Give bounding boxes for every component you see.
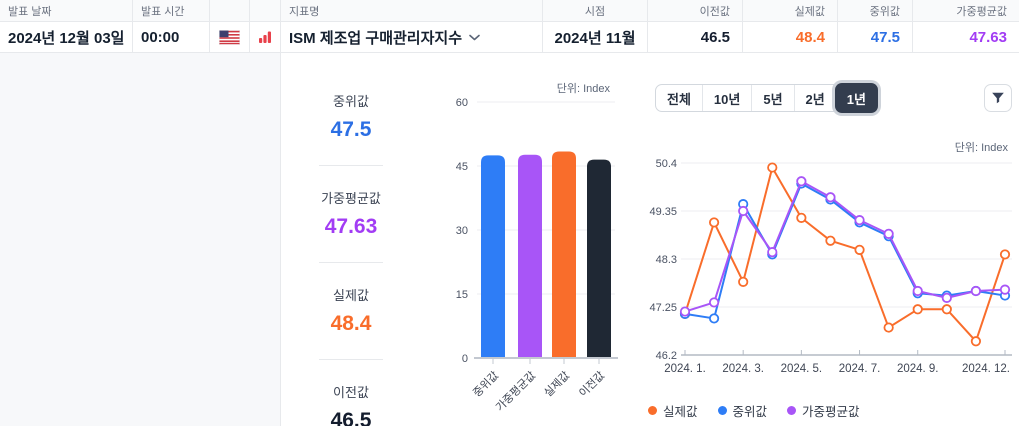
legend-item-actual[interactable]: 실제값 <box>648 401 698 420</box>
importance-cell <box>250 22 281 53</box>
stat-previous: 이전값 46.5 <box>281 382 421 426</box>
divider <box>319 262 383 263</box>
stat-weighted-avg-label: 가중평균값 <box>321 191 381 206</box>
median-value: 47.5 <box>838 22 913 53</box>
svg-text:2024. 7.: 2024. 7. <box>839 363 881 375</box>
previous-value: 46.5 <box>648 22 743 53</box>
bar-chart-unit-label: 단위: Index <box>556 83 610 95</box>
stat-median-label: 중위값 <box>333 94 369 109</box>
line-chart-legend: 실제값 중위값 가중평균값 <box>648 401 860 420</box>
svg-text:가중평균값: 가중평균값 <box>493 369 538 414</box>
col-header-weighted-avg: 가중평균값 <box>913 0 1019 22</box>
indicator-list-panel <box>0 53 281 426</box>
range-button-5y[interactable]: 5년 <box>751 85 793 111</box>
col-header-period: 시점 <box>543 0 648 22</box>
svg-text:2024. 5.: 2024. 5. <box>781 363 823 375</box>
col-header-country <box>210 0 250 22</box>
col-header-release-date: 발표 날짜 <box>0 0 133 22</box>
svg-text:45: 45 <box>456 161 468 173</box>
range-button-1y[interactable]: 1년 <box>834 83 878 113</box>
range-button-all[interactable]: 전체 <box>656 85 702 111</box>
svg-text:60: 60 <box>456 97 468 109</box>
stat-actual: 실제값 48.4 <box>281 285 421 337</box>
svg-text:실제값: 실제값 <box>541 369 572 400</box>
col-header-importance <box>250 0 281 22</box>
svg-text:46.2: 46.2 <box>656 350 677 362</box>
svg-text:49.35: 49.35 <box>649 206 677 218</box>
stat-median-value: 47.5 <box>330 118 372 141</box>
release-time-value: 00:00 <box>133 22 210 53</box>
line-chart-unit-label: 단위: Index <box>954 142 1008 154</box>
col-header-indicator: 지표명 <box>281 0 543 22</box>
legend-item-weighted-avg[interactable]: 가중평균값 <box>787 401 860 420</box>
svg-text:2024. 1.: 2024. 1. <box>664 363 706 375</box>
line-chart: 46.2 47.25 48.3 49.35 50.4 2024. 1. 2024. 3. 20… <box>649 158 1012 375</box>
stat-median: 중위값 47.5 <box>281 91 421 143</box>
actual-value: 48.4 <box>743 22 838 53</box>
indicator-name: ISM 제조업 구매관리자지수 <box>289 29 463 47</box>
range-button-10y[interactable]: 10년 <box>701 85 751 111</box>
svg-text:48.3: 48.3 <box>656 254 677 266</box>
svg-text:2024. 3.: 2024. 3. <box>722 363 764 375</box>
importance-bars-icon <box>259 31 271 43</box>
svg-text:50.4: 50.4 <box>656 158 677 170</box>
chevron-down-icon <box>469 34 480 41</box>
weighted-avg-value: 47.63 <box>913 22 1019 53</box>
stats-summary: 중위값 47.5 가중평균값 47.63 실제값 48.4 이전값 46.5 <box>281 53 421 426</box>
time-range-selector: 전체 10년 5년 2년 1년 <box>655 83 878 113</box>
legend-dot-median <box>717 406 727 415</box>
stat-weighted-avg-value: 47.63 <box>324 215 378 238</box>
stat-actual-value: 48.4 <box>330 312 372 335</box>
col-header-actual: 실제값 <box>743 0 838 22</box>
svg-text:중위값: 중위값 <box>470 369 501 400</box>
stat-previous-value: 46.5 <box>330 409 372 426</box>
stat-actual-label: 실제값 <box>333 288 369 303</box>
stat-weighted-avg: 가중평균값 47.63 <box>281 188 421 240</box>
divider <box>319 359 383 360</box>
legend-item-median[interactable]: 중위값 <box>717 401 767 420</box>
indicator-name-dropdown[interactable]: ISM 제조업 구매관리자지수 <box>281 22 543 53</box>
legend-dot-actual <box>648 406 657 415</box>
filter-button[interactable] <box>984 84 1012 112</box>
col-header-median: 중위값 <box>838 0 913 22</box>
country-flag-cell <box>210 22 250 53</box>
release-date-value: 2024년 12월 03일 <box>0 22 133 53</box>
svg-text:47.25: 47.25 <box>649 302 677 314</box>
svg-text:2024. 12.: 2024. 12. <box>962 363 1010 375</box>
us-flag-icon <box>219 29 240 45</box>
period-value: 2024년 11월 <box>543 22 648 53</box>
svg-text:2024. 9.: 2024. 9. <box>897 363 939 375</box>
svg-text:이전값: 이전값 <box>576 369 607 400</box>
col-header-previous: 이전값 <box>648 0 743 22</box>
legend-dot-weighted-avg <box>787 406 797 415</box>
col-header-release-time: 발표 시간 <box>133 0 210 22</box>
stat-previous-label: 이전값 <box>333 385 369 400</box>
range-button-2y[interactable]: 2년 <box>793 85 836 111</box>
indicator-table: 발표 날짜 발표 시간 지표명 시점 이전값 실제값 중위값 가중평균값 202… <box>0 0 1019 53</box>
divider <box>319 165 383 166</box>
svg-text:30: 30 <box>456 225 468 237</box>
svg-text:15: 15 <box>456 289 468 301</box>
svg-text:0: 0 <box>462 353 468 365</box>
filter-funnel-icon <box>992 92 1004 104</box>
